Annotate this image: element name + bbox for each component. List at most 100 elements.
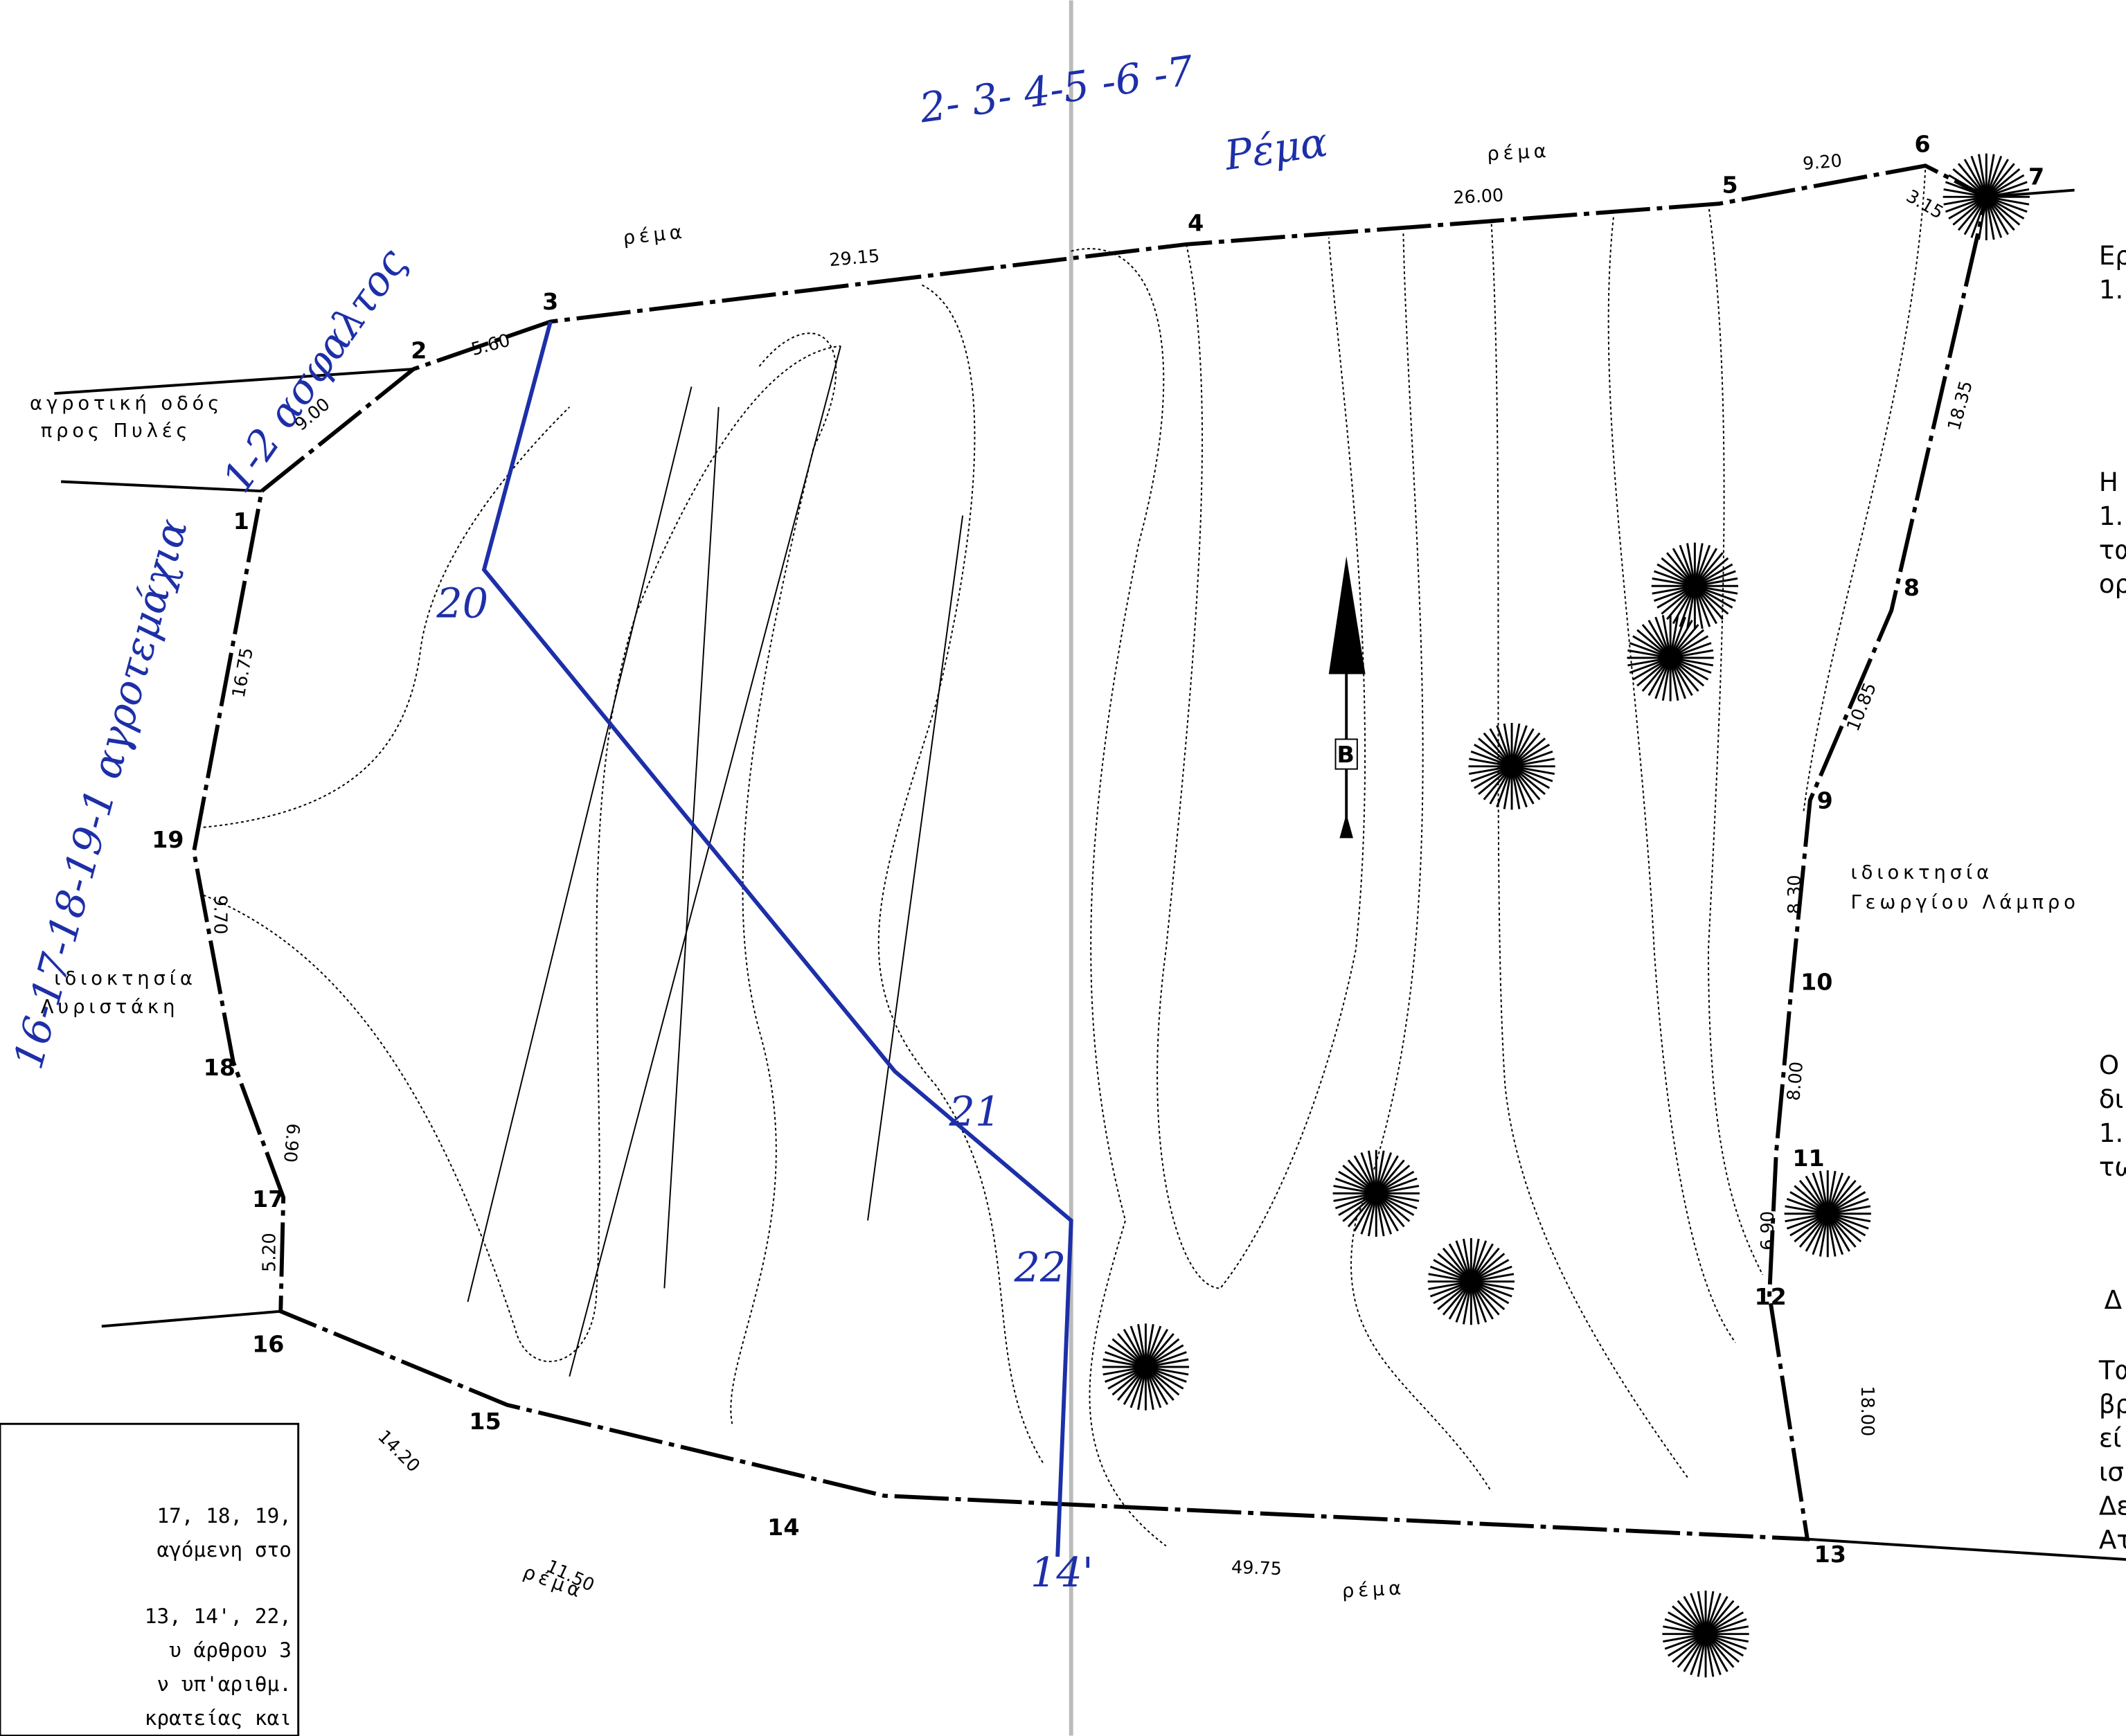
rt-text: εί [2099, 1423, 2122, 1453]
tree-stroke [1985, 196, 2021, 226]
tree-stroke [1957, 196, 1987, 231]
tree-stroke [1455, 1240, 1472, 1282]
tree-stroke [1429, 1265, 1472, 1283]
tree-stroke [1805, 1213, 1829, 1252]
tree-stroke [1338, 1192, 1377, 1216]
tree-stroke [1697, 1634, 1707, 1677]
tree-stroke [1463, 1238, 1472, 1282]
tree-stroke [1107, 1366, 1147, 1390]
lbl-text: ρέμα [622, 221, 687, 249]
hw-text: 14' [1030, 1548, 1093, 1596]
tree-stroke [1145, 1366, 1169, 1406]
tree-stroke [1985, 181, 2028, 198]
lbl-text: Λυριστάκη [41, 996, 179, 1018]
tree-stroke [1695, 577, 1738, 587]
tree-stroke [1943, 195, 1987, 206]
tree-stroke [1471, 1273, 1515, 1283]
tree-stroke [1654, 657, 1672, 699]
tree-stroke [1145, 1366, 1180, 1396]
tree-stroke [1812, 1213, 1829, 1255]
tree-stroke [1985, 196, 2015, 231]
tree-stroke [1705, 1633, 1749, 1643]
tree-stroke [1636, 656, 1672, 687]
lb-text: αγόμενη στο [157, 1538, 292, 1561]
tree-stroke [1826, 1172, 1844, 1215]
dist-text: 26.00 [1453, 185, 1504, 208]
tree-stroke [1375, 1192, 1393, 1235]
tree-stroke [1985, 195, 2028, 213]
tree-stroke [1137, 1324, 1147, 1368]
tree-stroke [1470, 1280, 1500, 1316]
pt-text: 6 [1915, 131, 1931, 158]
tree-stroke [1489, 728, 1513, 767]
tree-stroke [1510, 728, 1535, 767]
tree-stroke [1510, 766, 1528, 808]
rt-text: Δ [2105, 1285, 2123, 1315]
tree-stroke [1827, 1212, 1866, 1237]
contours [203, 170, 1927, 1547]
tree-stroke [1111, 1366, 1147, 1396]
tree-stroke [1812, 1172, 1829, 1215]
tree-stroke [1789, 1191, 1828, 1215]
tree-stroke [1437, 1253, 1472, 1282]
tree-stroke [1376, 1192, 1420, 1202]
tree-stroke [1952, 196, 1987, 226]
tree-stroke [1470, 750, 1512, 768]
tree-stroke [1985, 163, 2015, 198]
tree-stroke [1697, 1591, 1707, 1634]
tree-stroke [1105, 1351, 1146, 1368]
tree-stroke [1632, 656, 1671, 681]
tree-stroke [1669, 615, 1679, 659]
tree-stroke [1694, 570, 1736, 587]
tree-stroke [1102, 1358, 1146, 1368]
tree-stroke [1694, 557, 1729, 587]
lbl-text: προς Πυλές [41, 420, 192, 442]
tree-stroke [1827, 1185, 1862, 1215]
tree-stroke [1463, 1281, 1472, 1325]
rt-text: Τα [2098, 1355, 2126, 1386]
tree-stroke [1510, 732, 1541, 767]
tree-stroke [1470, 1253, 1506, 1282]
tree-stroke [1470, 1280, 1512, 1298]
tree-stroke [1360, 1152, 1377, 1194]
dist-text: 49.75 [1231, 1557, 1283, 1580]
tree-stroke [1375, 1193, 1385, 1237]
tree-stroke [1985, 168, 2021, 198]
rt-text: 1. [2099, 1118, 2123, 1148]
tree-stroke [1827, 1179, 1857, 1215]
lb-text: 13, 14', 22, [145, 1604, 292, 1628]
tree-stroke [1641, 657, 1672, 692]
tree-stroke [1102, 1366, 1146, 1376]
tree-stroke [1338, 1170, 1377, 1194]
pt-text: 12 [1755, 1283, 1787, 1310]
tree-stroke [1705, 1605, 1740, 1635]
tree-stroke [1117, 1366, 1147, 1401]
lb-text: 17, 18, 19, [157, 1504, 292, 1528]
pt-text: Β [1337, 741, 1354, 768]
tree-stroke [1334, 1177, 1377, 1194]
tree-stroke [1672, 1633, 1706, 1663]
tree-stroke [1985, 155, 2003, 197]
tree-stroke [1145, 1366, 1184, 1390]
dist-text: 3.15 [1902, 186, 1947, 223]
tree-stroke [1375, 1192, 1411, 1222]
tree-stroke [1694, 563, 1733, 587]
tree-stroke [1470, 1280, 1510, 1305]
tree-stroke [1629, 642, 1671, 659]
tree-stroke [1647, 657, 1672, 697]
tree-stroke [1705, 1625, 1749, 1636]
tree-stroke [1471, 1280, 1515, 1290]
pt-text: 7 [2028, 163, 2044, 190]
tree-stroke [1663, 1633, 1706, 1643]
tree-stroke [1503, 766, 1513, 809]
tree-stroke [1469, 765, 1512, 775]
tree-stroke [1627, 656, 1671, 667]
tree-stroke [1353, 1192, 1377, 1232]
tree-stroke [1686, 543, 1696, 587]
tree-stroke [1469, 758, 1512, 768]
hw-text: 16-17-18-19-1 αγροτεμάχια [4, 514, 197, 1074]
tree-stroke [1375, 1192, 1415, 1216]
tree-stroke [1654, 616, 1672, 659]
tree-stroke [1470, 1281, 1480, 1325]
tree-stroke [1654, 584, 1695, 602]
